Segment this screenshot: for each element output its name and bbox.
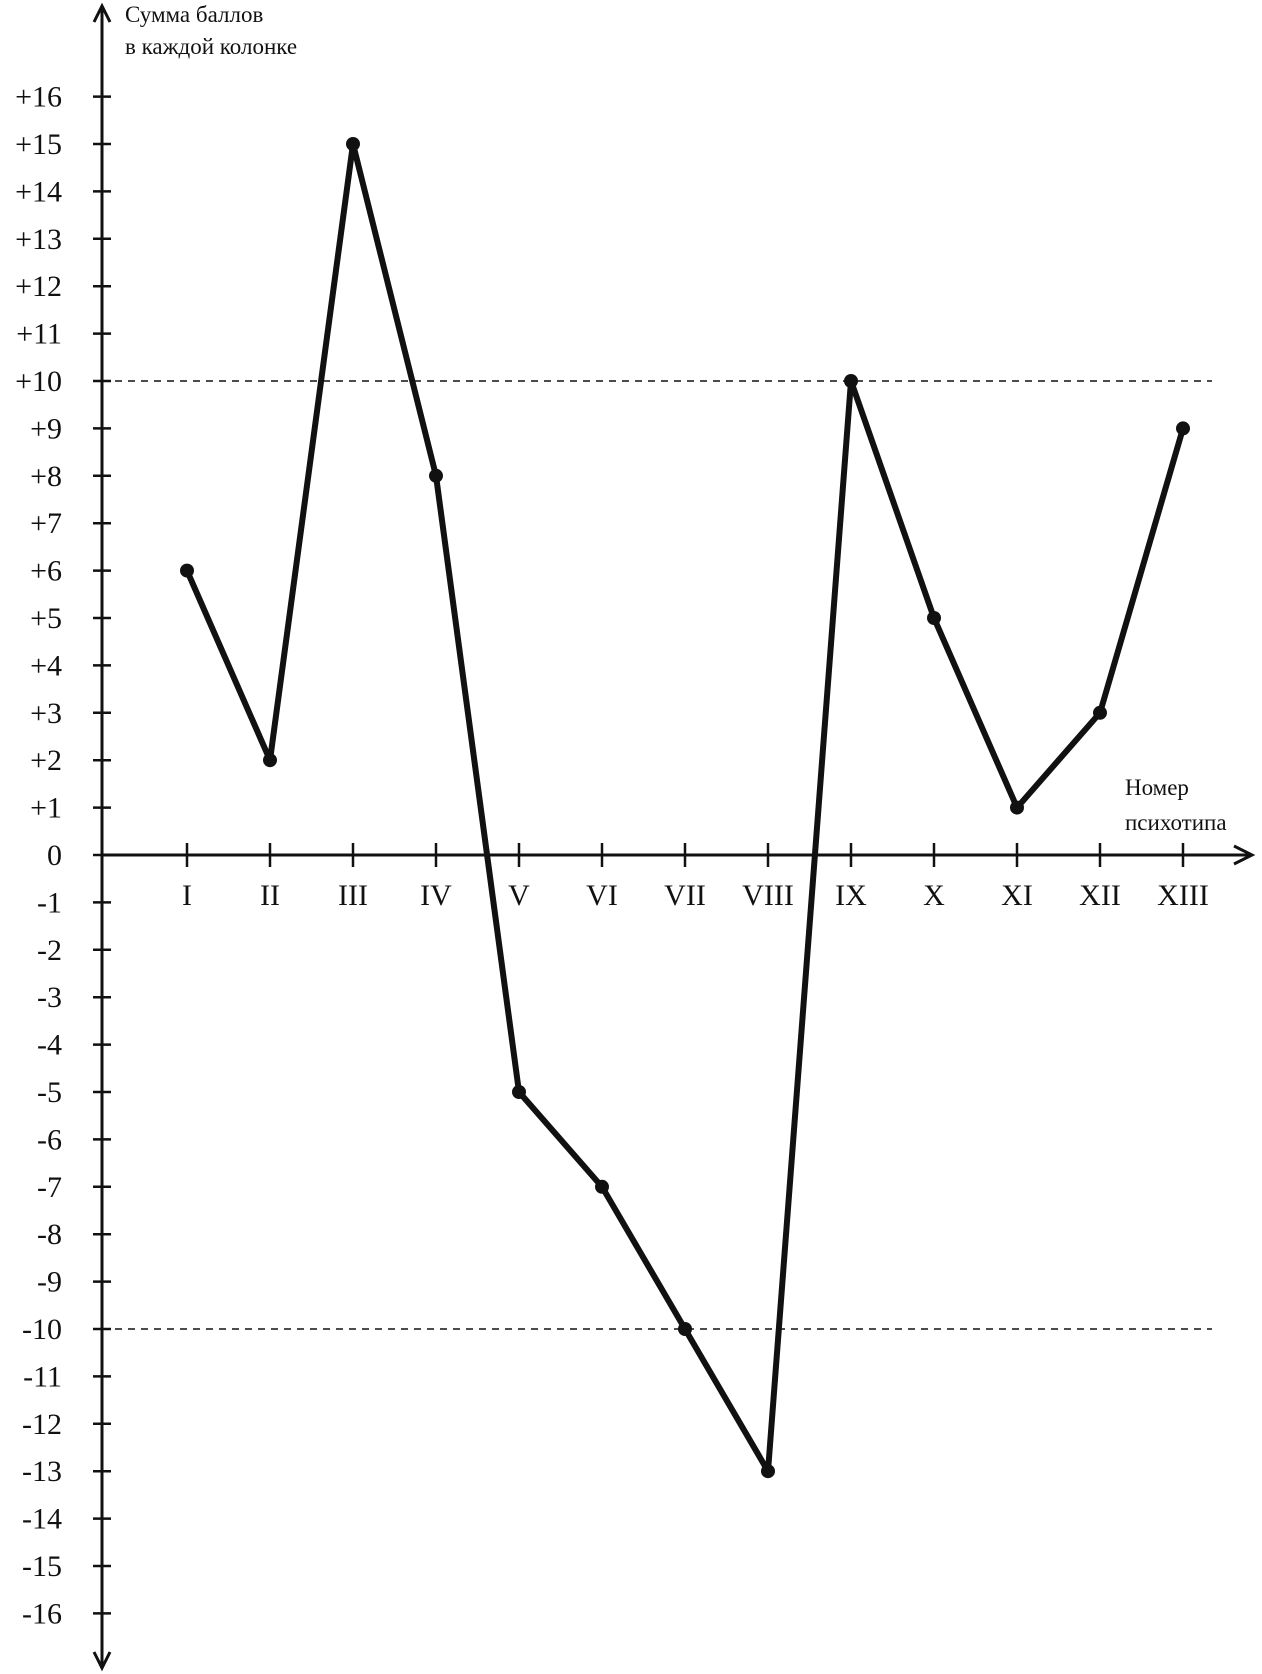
y-tick-label: -13 xyxy=(22,1455,62,1488)
x-tick-label: VIII xyxy=(742,879,794,912)
y-tick-label: -5 xyxy=(37,1076,62,1109)
y-tick-label: +2 xyxy=(30,744,62,777)
y-tick-label: +3 xyxy=(30,697,62,730)
y-axis-title-line-2: в каждой колонке xyxy=(125,34,297,59)
series xyxy=(180,137,1190,1479)
data-point xyxy=(678,1322,692,1336)
y-ticks: +16+15+14+13+12+11+10+9+8+7+6+5+4+3+2+10… xyxy=(15,81,111,1630)
data-point xyxy=(180,563,194,578)
x-axis-arrow-right-icon xyxy=(1233,844,1256,866)
x-tick-label: X xyxy=(923,879,945,912)
axis-titles: Сумма баллов в каждой колонке Номер псих… xyxy=(125,2,1227,835)
y-tick-label: +11 xyxy=(16,318,62,351)
data-point xyxy=(1176,421,1190,436)
y-tick-label: -11 xyxy=(23,1360,62,1393)
y-tick-label: -14 xyxy=(22,1503,62,1536)
y-tick-label: -2 xyxy=(37,934,62,967)
x-tick-label: II xyxy=(260,879,280,912)
y-tick-label: +5 xyxy=(30,602,62,635)
data-point xyxy=(346,137,360,151)
y-tick-label: +16 xyxy=(15,81,62,114)
data-point xyxy=(927,611,941,625)
y-tick-label: +6 xyxy=(30,555,62,588)
y-tick-label: -12 xyxy=(22,1408,62,1441)
y-tick-label: -3 xyxy=(37,981,62,1014)
reference-lines xyxy=(102,380,1212,1330)
data-point xyxy=(761,1464,775,1479)
y-tick-label: +13 xyxy=(15,223,62,256)
axes xyxy=(92,2,1256,1672)
data-point xyxy=(263,753,277,768)
y-tick-label: +4 xyxy=(30,649,62,682)
x-tick-label: V xyxy=(508,879,530,912)
x-tick-label: VI xyxy=(586,879,618,912)
data-point xyxy=(429,468,443,483)
series-line xyxy=(184,141,1186,1475)
data-point xyxy=(844,374,858,388)
x-tick-label: XI xyxy=(1001,879,1033,912)
y-tick-label: -16 xyxy=(22,1597,62,1630)
y-axis-title-line-1: Сумма баллов xyxy=(125,2,263,27)
y-tick-label: -15 xyxy=(22,1550,62,1583)
x-tick-label: III xyxy=(338,879,368,912)
y-tick-label: +15 xyxy=(15,128,62,161)
x-tick-label: IX xyxy=(835,879,867,912)
y-tick-label: +1 xyxy=(30,792,62,825)
data-point xyxy=(1010,800,1024,815)
x-axis-title-line-1: Номер xyxy=(1125,775,1189,800)
x-tick-label: XIII xyxy=(1157,879,1209,912)
y-tick-label: +8 xyxy=(30,460,62,493)
y-tick-label: +12 xyxy=(15,270,62,303)
data-point xyxy=(595,1179,609,1194)
x-axis-title-line-2: психотипа xyxy=(1125,810,1227,835)
y-tick-label: -4 xyxy=(37,1029,62,1062)
x-tick-label: I xyxy=(182,879,192,912)
y-tick-label: -9 xyxy=(37,1266,62,1299)
x-tick-label: IV xyxy=(420,879,452,912)
y-tick-label: +10 xyxy=(15,365,62,398)
y-tick-label: -10 xyxy=(22,1313,62,1346)
y-tick-label: -7 xyxy=(37,1171,62,1204)
x-tick-label: XII xyxy=(1079,879,1121,912)
y-axis-arrow-down-icon xyxy=(92,1651,112,1672)
y-tick-label: +9 xyxy=(30,412,62,445)
data-point xyxy=(1093,705,1107,720)
y-tick-label: -6 xyxy=(37,1123,62,1156)
y-tick-label: -8 xyxy=(37,1218,62,1251)
y-tick-label: +7 xyxy=(30,507,62,540)
x-tick-label: VII xyxy=(664,879,706,912)
y-tick-label: 0 xyxy=(47,839,62,872)
y-tick-label: -1 xyxy=(37,886,62,919)
y-tick-label: +14 xyxy=(15,175,62,208)
x-ticks: I II III IV V VI VII VIII IX X XI XII XIII xyxy=(182,843,1209,912)
data-point xyxy=(512,1085,526,1099)
y-axis-arrow-up-icon xyxy=(92,2,112,23)
